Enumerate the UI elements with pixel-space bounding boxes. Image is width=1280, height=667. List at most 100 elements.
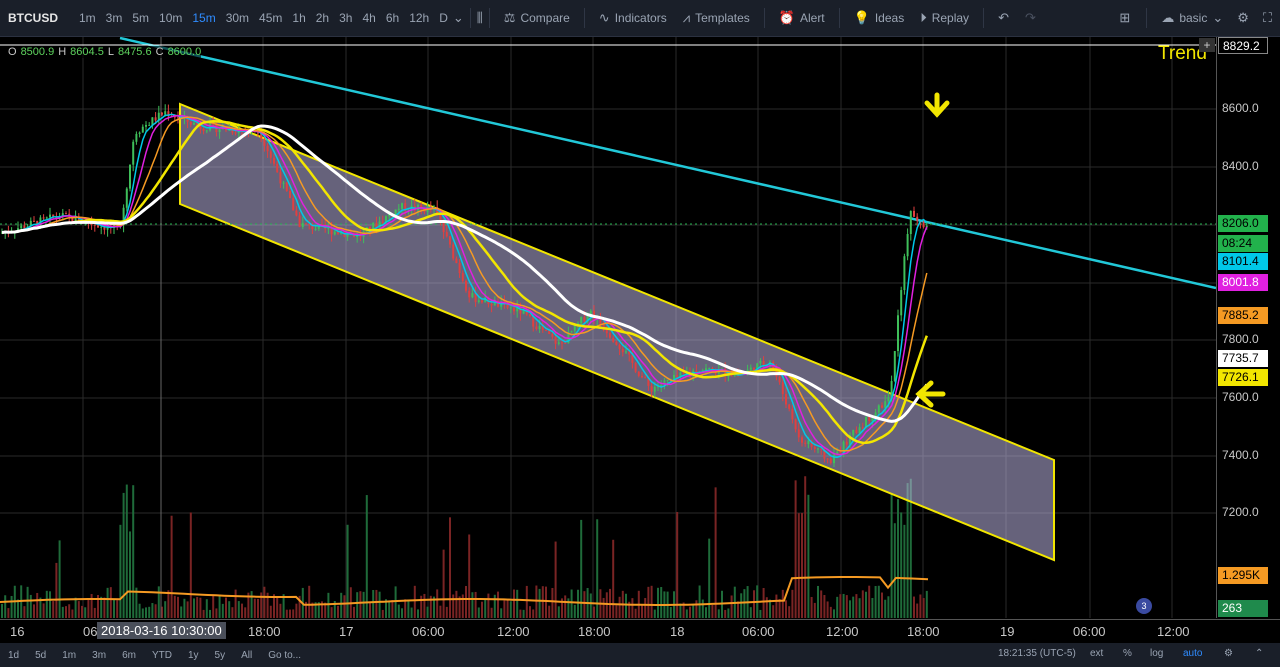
volume-bar <box>913 596 915 618</box>
candle-body <box>647 378 650 386</box>
interval-1m[interactable]: 1m <box>79 11 96 25</box>
candle-body <box>337 231 339 234</box>
candle-body <box>874 412 877 419</box>
interval-10m[interactable]: 10m <box>159 11 183 25</box>
symbol-search[interactable]: BTCUSD <box>8 11 58 25</box>
interval-30m[interactable]: 30m <box>225 11 250 25</box>
candle-body <box>887 397 890 402</box>
interval-3m[interactable]: 3m <box>105 11 123 25</box>
interval-2h[interactable]: 2h <box>315 11 330 25</box>
volume-bar <box>641 605 643 618</box>
low-label: L <box>107 46 114 58</box>
undo-icon[interactable]: ↶ <box>998 10 1009 25</box>
chevron-down-icon[interactable]: ⌄ <box>452 10 464 25</box>
interval-12h[interactable]: 12h <box>409 11 430 25</box>
candle-body <box>397 208 400 210</box>
candle-body <box>231 128 234 133</box>
volume-bar <box>717 609 720 618</box>
candle-body <box>189 121 192 125</box>
events-flag-icon[interactable]: 3 <box>1136 598 1152 614</box>
volume-bar <box>541 586 544 618</box>
volume-bar <box>241 603 243 618</box>
volume-bar <box>519 609 522 618</box>
candle-body <box>813 446 816 450</box>
volume-bar <box>113 598 115 618</box>
add-plus-icon[interactable]: + <box>1199 38 1215 52</box>
alert-button[interactable]: ⏰ Alert <box>778 10 825 25</box>
volume-bar <box>298 595 301 618</box>
bar-style-icon[interactable]: ⫼ <box>476 10 483 25</box>
ideas-button[interactable]: 💡 Ideas <box>853 10 905 25</box>
interval-d[interactable]: D <box>439 11 448 25</box>
volume-bar <box>77 601 80 618</box>
alert-icon: ⏰ <box>778 10 795 25</box>
axis-settings-gear-icon[interactable]: ⚙ <box>1224 648 1233 659</box>
settings-gear-icon[interactable]: ⚙ <box>1237 10 1249 25</box>
range-6m[interactable]: 6m <box>122 649 136 661</box>
redo-icon[interactable]: ↷ <box>1024 10 1036 25</box>
volume-bar <box>810 596 813 618</box>
interval-15m[interactable]: 15m <box>192 11 216 25</box>
candle-body <box>583 317 586 322</box>
layout-grid-icon[interactable]: ⊞ <box>1119 10 1131 25</box>
volume-bar <box>58 540 61 618</box>
range-5y[interactable]: 5y <box>214 649 226 661</box>
volume-bar <box>381 609 384 618</box>
fullscreen-icon[interactable]: ⛶ <box>1262 10 1272 25</box>
range-3m[interactable]: 3m <box>92 649 107 661</box>
range-1m[interactable]: 1m <box>62 649 77 661</box>
candle-body <box>807 440 810 444</box>
volume-bar <box>877 585 880 618</box>
candle-body <box>490 303 493 306</box>
volume-bar <box>705 607 707 618</box>
interval-3h[interactable]: 3h <box>339 11 353 25</box>
auto-toggle[interactable]: auto <box>1183 648 1203 659</box>
templates-button[interactable]: ⩘ Templates <box>682 10 750 25</box>
interval-6h[interactable]: 6h <box>385 11 400 25</box>
interval-1h[interactable]: 1h <box>292 11 306 25</box>
replay-button[interactable]: ⏵ Replay <box>920 10 970 25</box>
percent-toggle[interactable]: % <box>1123 648 1132 659</box>
range-goto[interactable]: Go to... <box>268 649 302 661</box>
time-tick: 06:00 <box>742 624 775 639</box>
volume-bar <box>852 596 855 618</box>
volume-bar <box>449 517 451 618</box>
layout-select[interactable]: ☁ basic ⌄ <box>1161 10 1224 25</box>
compare-button[interactable]: ⚖ Compare <box>503 10 570 25</box>
candle-body <box>708 368 711 370</box>
collapse-icon[interactable]: ⌃ <box>1255 648 1264 659</box>
price-axis[interactable] <box>1216 37 1280 618</box>
candle-body <box>314 228 317 230</box>
price-chart[interactable] <box>0 37 1216 618</box>
range-ytd[interactable]: YTD <box>151 649 172 661</box>
log-toggle[interactable]: log <box>1150 648 1164 659</box>
lightbulb-icon: 💡 <box>853 10 870 25</box>
candle-body <box>394 209 397 216</box>
volume-bar <box>487 593 490 618</box>
interval-4h[interactable]: 4h <box>362 11 376 25</box>
candle-body <box>612 337 615 342</box>
range-5d[interactable]: 5d <box>35 649 47 661</box>
candle-body <box>65 213 67 215</box>
indicators-button[interactable]: ∿ Indicators <box>598 10 667 25</box>
range-1y[interactable]: 1y <box>187 649 199 661</box>
volume-bar <box>887 596 890 618</box>
volume-bar <box>922 598 925 618</box>
candle-body <box>925 225 928 228</box>
volume-bar <box>129 531 131 618</box>
range-1d[interactable]: 1d <box>8 649 20 661</box>
volume-bar <box>471 592 474 618</box>
candle-body <box>868 416 871 421</box>
volume-bar <box>420 595 423 618</box>
ext-toggle[interactable]: ext <box>1090 648 1104 659</box>
volume-bar <box>106 587 109 618</box>
volume-bar <box>679 603 682 618</box>
range-all[interactable]: All <box>241 649 253 661</box>
interval-45m[interactable]: 45m <box>259 11 283 25</box>
volume-bar <box>49 591 51 618</box>
interval-5m[interactable]: 5m <box>132 11 150 25</box>
candle-body <box>439 213 442 223</box>
candle-body <box>609 333 611 338</box>
open-label: O <box>8 46 17 58</box>
candle-body <box>321 224 323 226</box>
